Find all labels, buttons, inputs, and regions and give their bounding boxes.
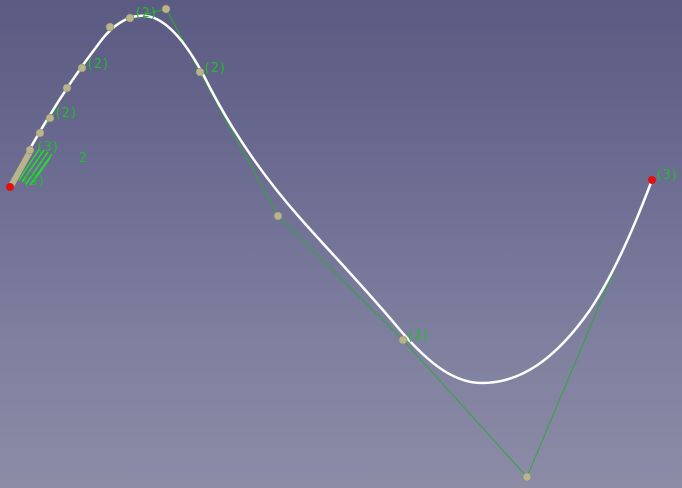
multiplicity-label: (3) [36,140,59,155]
curve-end-point[interactable] [648,176,656,184]
tangency-constraint-bar[interactable] [8,147,34,189]
pole-point[interactable] [105,22,115,32]
pole-point[interactable] [273,211,283,221]
pole-point[interactable] [522,472,532,482]
pole-point[interactable] [45,113,55,123]
cluster-label-1: (3) [22,174,45,189]
pole-point[interactable] [77,63,87,73]
pole-point[interactable] [161,4,171,14]
curve-start-point[interactable] [6,183,14,191]
pole-point[interactable] [62,83,72,93]
pole-point[interactable] [398,335,408,345]
overlapping-label-cluster: (3) [18,147,53,189]
control-poles[interactable] [25,4,532,482]
stray-label: 2 [79,151,87,166]
multiplicity-label: (2) [203,61,226,76]
pole-point[interactable] [125,13,135,23]
multiplicity-label: (2) [54,106,77,121]
pole-point[interactable] [195,67,205,77]
multiplicity-label: (2) [134,6,157,21]
bspline-curve[interactable] [8,14,654,385]
pole-point[interactable] [35,128,45,138]
control-polygon [9,8,653,478]
pole-point[interactable] [25,145,35,155]
multiplicity-label: (3) [655,168,678,183]
multiplicity-label: (2) [86,57,109,72]
multiplicity-label: (2) [406,329,429,344]
